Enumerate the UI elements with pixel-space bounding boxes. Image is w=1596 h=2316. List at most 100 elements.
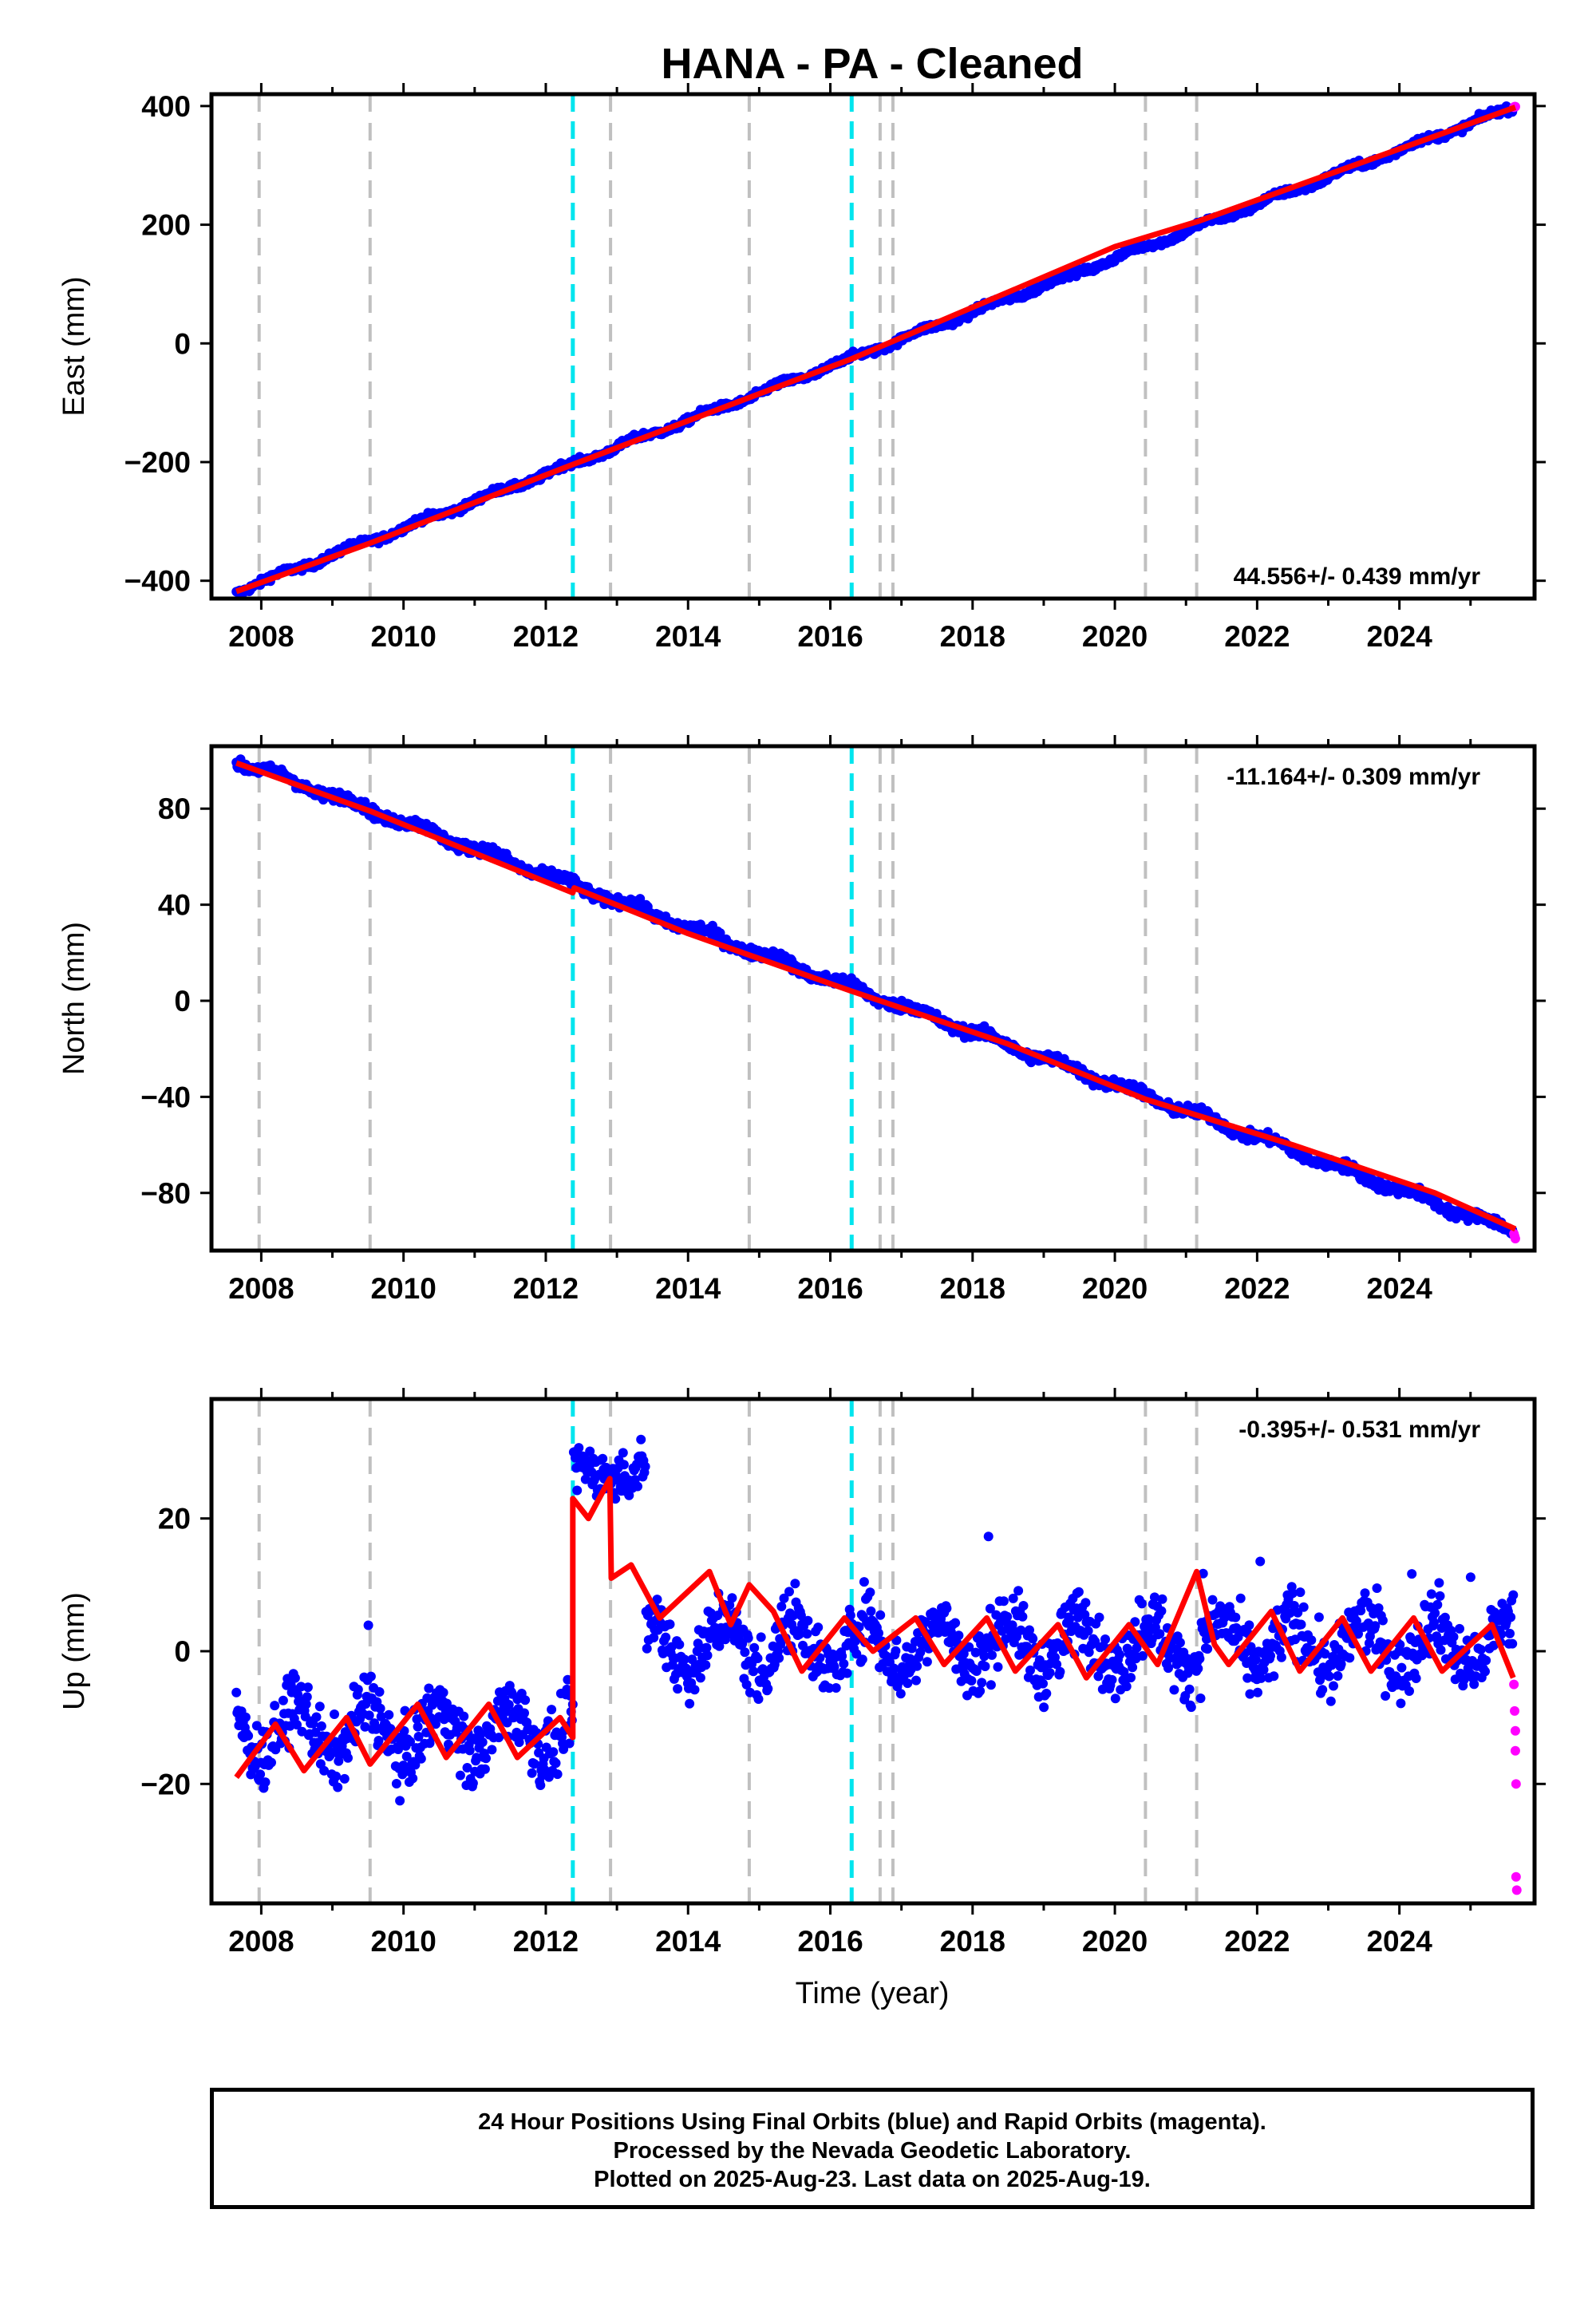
up-final-orbit-point [1407,1569,1417,1579]
up-final-orbit-point [1436,1645,1446,1655]
up-final-orbit-point [954,1630,964,1641]
up-final-orbit-point [476,1729,486,1739]
north-x-tick-label: 2012 [513,1272,579,1305]
up-final-orbit-point [774,1653,784,1663]
up-final-orbit-point [673,1684,683,1694]
up-final-orbit-point [459,1711,469,1721]
up-final-orbit-point [547,1705,557,1715]
up-final-orbit-point [464,1745,475,1756]
up-final-orbit-point [410,1760,421,1770]
up-final-orbit-point [480,1764,490,1774]
up-final-orbit-point [302,1682,313,1693]
up-final-orbit-point [640,1461,650,1472]
up-final-orbit-point [839,1658,849,1669]
up-final-orbit-point [1039,1702,1049,1713]
up-final-orbit-point [290,1673,300,1683]
up-final-orbit-point [1481,1655,1491,1666]
up-final-orbit-point [1364,1638,1374,1648]
up-final-orbit-point [714,1641,725,1651]
up-final-orbit-point [1094,1612,1104,1622]
up-final-orbit-point [689,1685,700,1695]
up-final-orbit-point [756,1632,766,1642]
up-final-orbit-point [974,1631,984,1641]
north-x-tick-label: 2018 [940,1272,1005,1305]
up-velocity-annotation: -0.395+/- 0.531 mm/yr [1238,1417,1480,1443]
up-final-orbit-point [1298,1602,1309,1612]
up-final-orbit-point [339,1773,350,1784]
up-final-orbit-point [1506,1612,1516,1622]
up-final-orbit-point [504,1700,514,1709]
up-model-fit-line [234,1476,1516,1780]
up-final-orbit-point [598,1453,608,1464]
up-final-orbit-point [1193,1663,1203,1674]
up-rapid-orbit-point [1511,1885,1522,1895]
up-final-orbit-point [618,1460,629,1470]
up-final-orbit-point [1156,1606,1167,1616]
up-final-orbit-point [1266,1650,1275,1661]
up-final-orbit-point [330,1709,339,1719]
up-final-orbit-point [1093,1671,1104,1682]
up-final-orbit-point [1169,1685,1179,1695]
up-final-orbit-point [441,1698,452,1709]
up-final-orbit-point [343,1753,353,1763]
up-final-orbit-point [1121,1682,1132,1692]
up-final-orbit-point [1198,1568,1208,1579]
east-plot-frame [209,92,1537,601]
up-final-orbit-point [784,1587,794,1597]
up-final-orbit-point [874,1628,883,1638]
up-x-tick-label: 2020 [1082,1925,1148,1958]
up-final-orbit-point [401,1751,412,1761]
up-final-orbit-point [559,1744,569,1754]
up-x-tick-label: 2008 [228,1925,294,1958]
up-final-orbit-point [679,1654,689,1665]
up-final-orbit-point [1396,1662,1407,1673]
up-final-orbit-point [376,1711,386,1721]
up-final-orbit-point [1429,1618,1439,1628]
up-final-orbit-point [1381,1691,1391,1701]
up-final-orbit-point [725,1600,735,1611]
up-final-orbit-point [472,1753,482,1763]
up-final-orbit-point [292,1720,302,1730]
up-x-tick-label: 2010 [371,1925,437,1958]
up-final-orbit-point [702,1650,713,1661]
up-final-orbit-point [1136,1599,1147,1609]
north-y-tick-label: −80 [140,1177,191,1210]
up-final-orbit-point [1256,1673,1266,1683]
up-final-orbit-point [1014,1650,1025,1660]
up-final-orbit-point [665,1619,675,1630]
up-final-orbit-point [408,1773,418,1784]
up-final-orbit-point [373,1736,384,1745]
up-final-orbit-point [455,1770,465,1780]
up-final-orbit-point [1476,1645,1486,1654]
up-final-orbit-point [1372,1583,1382,1593]
up-final-orbit-point [1052,1659,1062,1670]
up-final-orbit-point [971,1666,982,1676]
east-x-tick-label: 2018 [940,620,1005,653]
up-final-orbit-point [753,1694,764,1704]
up-final-orbit-point [794,1629,804,1639]
up-final-orbit-point [1336,1659,1346,1670]
up-final-orbit-point [693,1638,703,1649]
north-x-tick-label: 2016 [797,1272,863,1305]
up-final-orbit-point [1002,1611,1013,1622]
up-final-orbit-point [743,1633,753,1643]
up-final-orbit-point [1013,1586,1024,1596]
up-final-orbit-point [302,1692,312,1702]
up-final-orbit-point [798,1640,808,1650]
up-final-orbit-point [975,1686,986,1696]
up-final-orbit-point [993,1662,1003,1672]
east-x-tick-label: 2024 [1366,620,1432,653]
up-final-orbit-point [1320,1649,1330,1659]
up-y-axis-label: Up (mm) [57,1592,91,1710]
up-x-tick-label: 2024 [1366,1925,1432,1958]
up-final-orbit-point [548,1747,559,1757]
up-final-orbit-point [1329,1681,1338,1691]
up-final-orbit-point [405,1737,415,1747]
up-final-orbit-point [1025,1665,1035,1675]
east-x-tick-label: 2008 [228,620,294,653]
up-final-orbit-point [1351,1616,1361,1626]
up-final-orbit-point [384,1709,394,1720]
up-final-orbit-point [1245,1689,1255,1699]
footer-line-processor: Processed by the Nevada Geodetic Laborat… [613,2138,1132,2164]
